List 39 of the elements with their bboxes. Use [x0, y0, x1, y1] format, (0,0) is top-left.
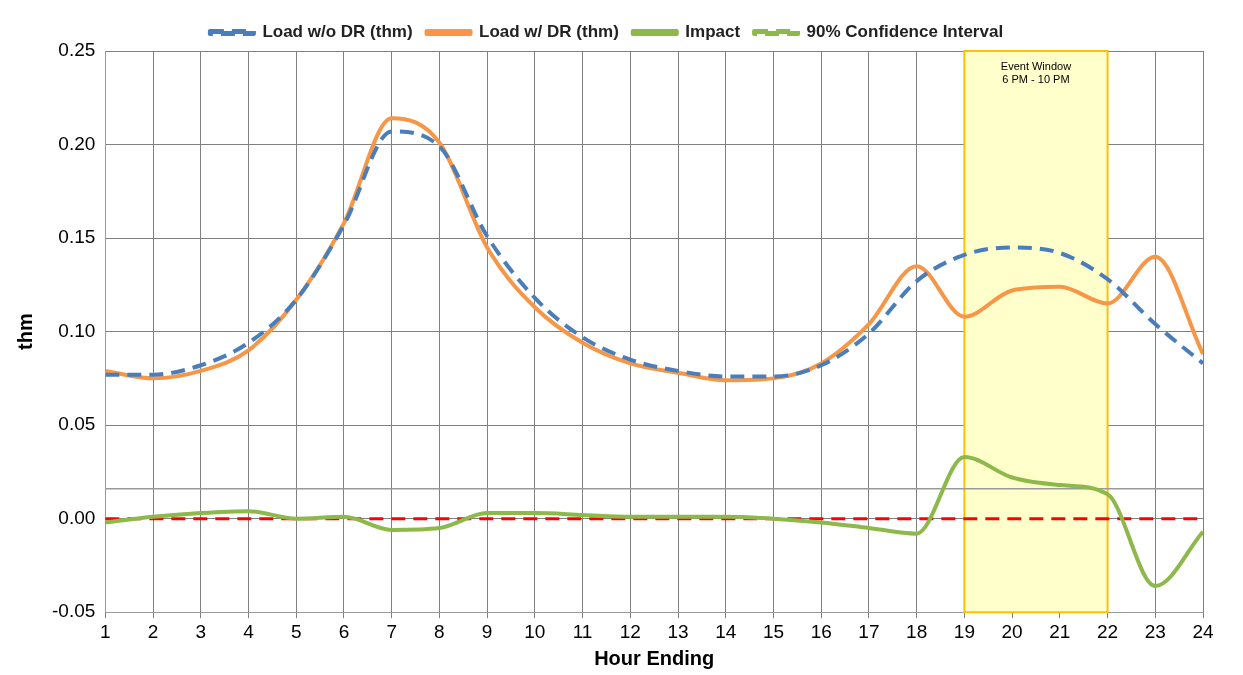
legend-label: Load w/o DR (thm) — [262, 22, 413, 42]
line-series — [105, 454, 1203, 589]
x-tick-label: 24 — [1192, 620, 1214, 642]
x-tick-label: 21 — [1049, 620, 1071, 642]
x-tick-label: 5 — [290, 620, 302, 642]
x-tick-label: 4 — [243, 620, 255, 642]
y-tick-label: 0.10 — [58, 319, 96, 341]
y-tick-label: -0.05 — [51, 600, 96, 622]
x-tick-label: 20 — [1001, 620, 1023, 642]
x-tick-label: 10 — [524, 620, 546, 642]
x-axis-title: Hour Ending — [594, 646, 715, 669]
x-tick-label: 11 — [572, 620, 593, 642]
legend-label: Load w/ DR (thm) — [479, 22, 619, 42]
x-tick-label: 2 — [147, 620, 159, 642]
x-tick-label: 3 — [195, 620, 207, 642]
y-tick-label: 0.00 — [58, 506, 96, 528]
x-tick-label: 9 — [481, 620, 493, 642]
y-tick-label: 0.05 — [58, 413, 96, 435]
x-tick-label: 13 — [667, 620, 689, 642]
y-tick-label: 0.25 — [58, 39, 96, 61]
legend-label: 90% Confidence Interval — [806, 22, 1004, 42]
x-tick-label: 6 — [338, 620, 350, 642]
x-tick-label: 19 — [953, 620, 975, 642]
x-tick-label: 12 — [619, 620, 641, 642]
x-tick-label: 16 — [810, 620, 832, 642]
legend-label: Impact — [685, 22, 741, 42]
x-tick-label: 18 — [906, 620, 928, 642]
x-tick-label: 14 — [715, 620, 737, 642]
y-axis-title: thm — [13, 313, 36, 350]
x-tick-label: 23 — [1144, 620, 1166, 642]
x-tick-label: 7 — [386, 620, 397, 642]
x-tick-label: 8 — [434, 620, 445, 642]
x-tick-label: 17 — [858, 620, 880, 642]
y-tick-label: 0.15 — [58, 226, 96, 248]
band-label: Event Window 6 PM - 10 PM — [1000, 59, 1072, 85]
y-tick-label: 0.20 — [58, 132, 96, 154]
x-tick-label: 22 — [1096, 620, 1119, 642]
x-tick-label: 15 — [762, 620, 785, 642]
x-tick-label: 1 — [100, 620, 111, 642]
